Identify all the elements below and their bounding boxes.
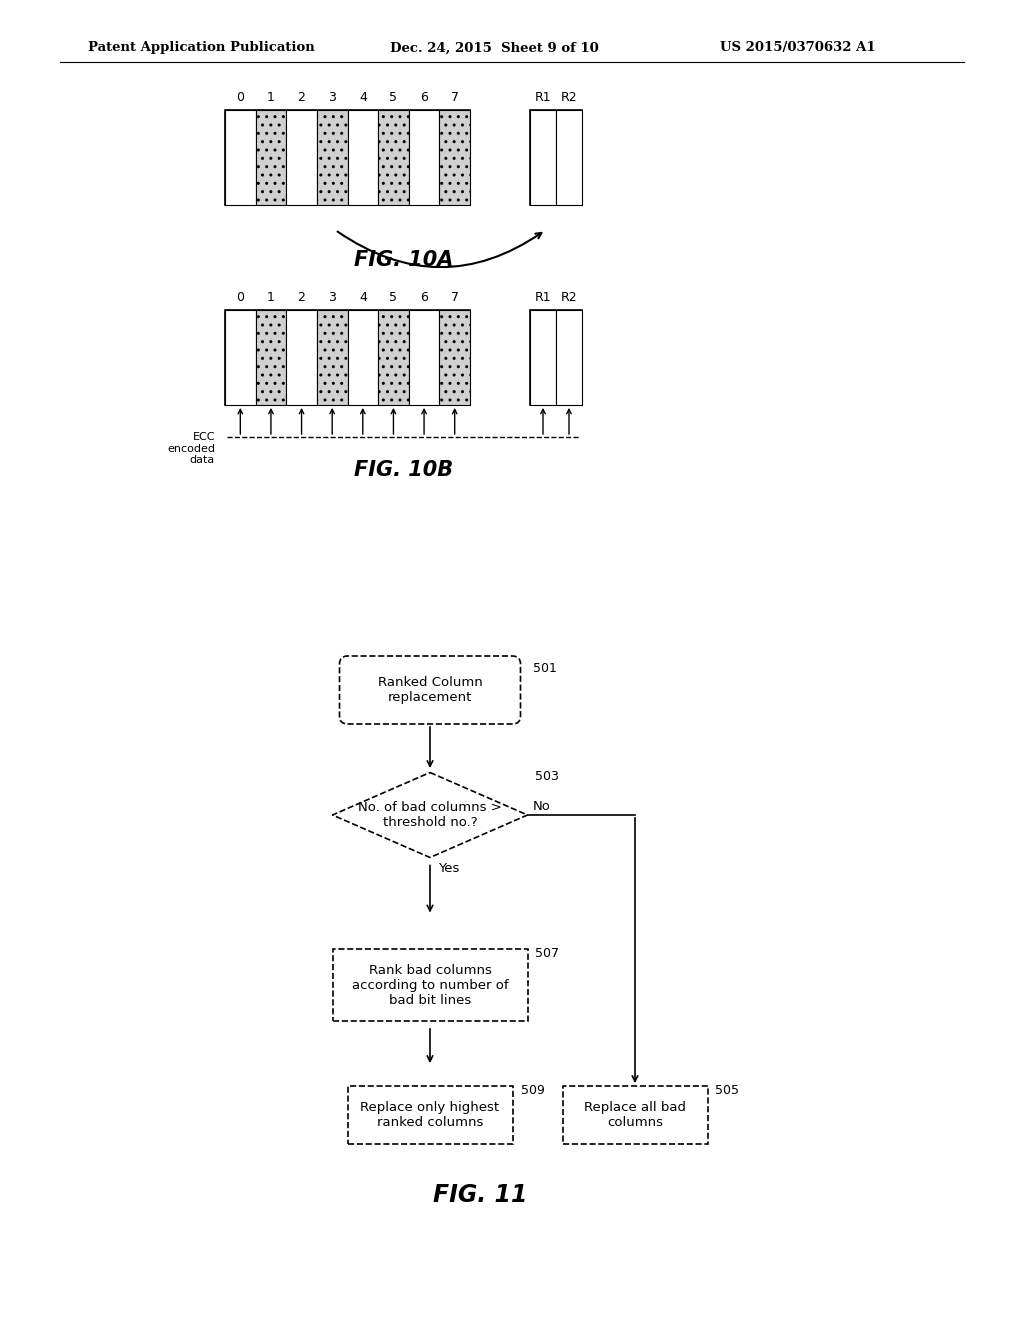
Text: FIG. 10B: FIG. 10B bbox=[354, 459, 453, 480]
Text: 3: 3 bbox=[329, 91, 336, 104]
Text: 3: 3 bbox=[329, 290, 336, 304]
Text: 7: 7 bbox=[451, 290, 459, 304]
Text: No: No bbox=[532, 800, 550, 813]
Bar bbox=[562, 1086, 708, 1144]
Bar bbox=[409, 110, 439, 205]
Text: FIG. 10A: FIG. 10A bbox=[354, 249, 454, 271]
Bar bbox=[316, 310, 347, 405]
Text: 509: 509 bbox=[520, 1084, 545, 1097]
Text: 4: 4 bbox=[358, 290, 367, 304]
FancyBboxPatch shape bbox=[340, 656, 520, 723]
Text: 6: 6 bbox=[420, 290, 428, 304]
Text: 0: 0 bbox=[237, 91, 245, 104]
Bar bbox=[333, 949, 527, 1020]
Bar bbox=[439, 110, 470, 205]
Bar bbox=[530, 310, 556, 405]
Bar bbox=[347, 110, 378, 205]
Bar bbox=[347, 1086, 512, 1144]
Text: Replace only highest
ranked columns: Replace only highest ranked columns bbox=[360, 1101, 500, 1129]
Text: No. of bad columns >
threshold no.?: No. of bad columns > threshold no.? bbox=[358, 801, 502, 829]
Text: 503: 503 bbox=[536, 771, 559, 784]
Text: 1: 1 bbox=[267, 290, 274, 304]
Text: 501: 501 bbox=[532, 663, 556, 675]
Bar bbox=[225, 310, 256, 405]
Bar bbox=[225, 310, 470, 405]
Bar bbox=[378, 310, 409, 405]
Text: Patent Application Publication: Patent Application Publication bbox=[88, 41, 314, 54]
Text: 2: 2 bbox=[298, 91, 305, 104]
Text: 0: 0 bbox=[237, 290, 245, 304]
Text: Yes: Yes bbox=[438, 862, 460, 875]
Text: Rank bad columns
according to number of
bad bit lines: Rank bad columns according to number of … bbox=[351, 964, 508, 1006]
Text: Dec. 24, 2015  Sheet 9 of 10: Dec. 24, 2015 Sheet 9 of 10 bbox=[390, 41, 599, 54]
Text: Replace all bad
columns: Replace all bad columns bbox=[584, 1101, 686, 1129]
Text: R2: R2 bbox=[561, 91, 578, 104]
Text: R1: R1 bbox=[535, 290, 551, 304]
Bar bbox=[378, 110, 409, 205]
Bar bbox=[347, 310, 378, 405]
Bar bbox=[556, 110, 582, 205]
Bar bbox=[256, 310, 287, 405]
Bar bbox=[316, 110, 347, 205]
Bar bbox=[287, 110, 316, 205]
Text: FIG. 11: FIG. 11 bbox=[433, 1183, 527, 1206]
Bar bbox=[530, 110, 582, 205]
Text: 2: 2 bbox=[298, 290, 305, 304]
Bar bbox=[256, 110, 287, 205]
Polygon shape bbox=[333, 772, 527, 858]
Bar bbox=[530, 310, 582, 405]
Text: 5: 5 bbox=[389, 290, 397, 304]
Bar bbox=[530, 110, 556, 205]
Text: 4: 4 bbox=[358, 91, 367, 104]
Bar bbox=[225, 110, 256, 205]
Text: R2: R2 bbox=[561, 290, 578, 304]
Text: Ranked Column
replacement: Ranked Column replacement bbox=[378, 676, 482, 704]
Bar bbox=[225, 110, 470, 205]
Bar bbox=[556, 310, 582, 405]
Text: 6: 6 bbox=[420, 91, 428, 104]
Bar bbox=[409, 310, 439, 405]
Text: 505: 505 bbox=[716, 1084, 739, 1097]
Text: 507: 507 bbox=[536, 946, 559, 960]
Bar bbox=[439, 310, 470, 405]
Bar bbox=[287, 310, 316, 405]
Text: ECC
encoded
data: ECC encoded data bbox=[167, 432, 215, 465]
Text: 5: 5 bbox=[389, 91, 397, 104]
Text: 7: 7 bbox=[451, 91, 459, 104]
Text: US 2015/0370632 A1: US 2015/0370632 A1 bbox=[720, 41, 876, 54]
Text: R1: R1 bbox=[535, 91, 551, 104]
Text: 1: 1 bbox=[267, 91, 274, 104]
